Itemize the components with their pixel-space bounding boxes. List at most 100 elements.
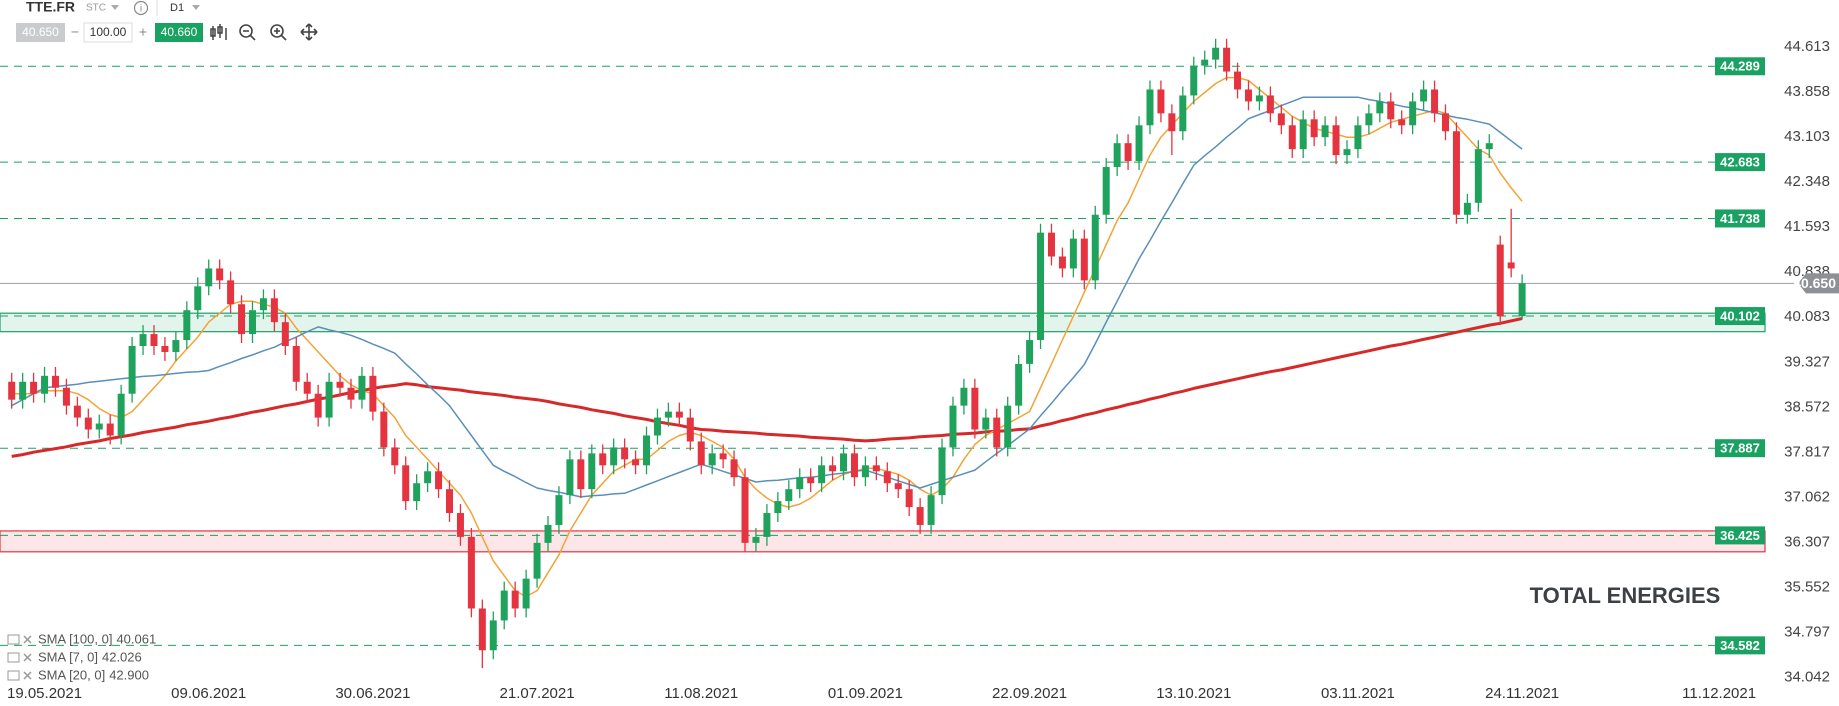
candle-body [227, 280, 235, 305]
y-tick-label: 43.103 [1784, 128, 1830, 145]
candle-body [117, 393, 125, 436]
candle-body [1441, 113, 1449, 132]
candle-body [446, 489, 453, 514]
candle-body [1168, 113, 1176, 132]
candle-body [1376, 101, 1384, 114]
legend-close [23, 635, 32, 644]
labels-layer: 44.289 42.683 41.738 40.102 37.887 36.425 34.5… [7, 38, 1839, 702]
y-tick-label: 40.083 [1784, 308, 1830, 325]
candle-body [829, 465, 837, 472]
zones-layer [0, 312, 1766, 553]
dropdown-icon[interactable] [192, 5, 200, 10]
candle-body [752, 536, 760, 543]
level-label-box [1715, 209, 1765, 228]
move-icon[interactable] [300, 23, 318, 41]
candle-body [643, 435, 651, 466]
candle-body [19, 381, 27, 400]
buy-box[interactable] [155, 23, 203, 42]
candle-body [544, 524, 552, 543]
minus-button[interactable]: − [71, 24, 79, 40]
sma-line [11, 317, 1523, 458]
candle-body [664, 411, 672, 418]
legend-handle [7, 652, 20, 663]
candle-body [238, 304, 246, 335]
x-tick-label: 19.05.2021 [7, 685, 82, 702]
candle-body [675, 411, 683, 418]
candle-body [1321, 125, 1329, 138]
candle-body [1485, 143, 1493, 150]
current-price-box [1798, 273, 1839, 294]
x-tick-label: 11.08.2021 [664, 685, 738, 702]
sell-box[interactable] [16, 23, 65, 42]
x-tick-label: 03.11.2021 [1321, 685, 1395, 702]
plus-button[interactable]: + [139, 24, 147, 40]
candle-body [905, 489, 913, 508]
candle-body [106, 423, 114, 436]
candle-body [861, 465, 869, 478]
legend-close [23, 671, 32, 680]
sell-price: 40.650 [22, 25, 59, 39]
timeframe[interactable]: D1 [170, 2, 184, 14]
level-label-box [1715, 526, 1765, 545]
zoom-in-icon[interactable] [270, 24, 287, 41]
candle-body [391, 447, 399, 466]
candle-body [533, 542, 541, 579]
legend-entry[interactable]: SMA [7, 0] 42.026 [7, 649, 142, 664]
candle-body [1234, 71, 1242, 90]
info-icon[interactable] [133, 0, 149, 16]
legend-entry[interactable]: SMA [20, 0] 42.900 [7, 667, 149, 682]
candle-body [314, 393, 322, 418]
candle-body [1004, 405, 1012, 448]
candle-body [8, 381, 16, 400]
candle-body [358, 375, 366, 400]
current-price-label: 40.650 [1793, 275, 1836, 291]
candle-body [1507, 262, 1515, 269]
buy-price: 40.660 [161, 25, 198, 39]
candle-body [741, 477, 749, 543]
candle-body [1179, 95, 1187, 132]
zoom-out-icon[interactable] [239, 24, 256, 41]
dropdown-icon[interactable] [111, 5, 119, 10]
candle-body [818, 465, 826, 484]
candle-body [960, 387, 968, 406]
x-tick-label: 24.11.2021 [1485, 685, 1559, 702]
candle-body [1343, 149, 1351, 156]
legend-value: 42.026 [102, 649, 142, 664]
candle-body [1409, 101, 1417, 126]
chart-type-icon[interactable] [210, 24, 227, 40]
legend-handle [7, 670, 20, 681]
candle-body [325, 381, 333, 418]
legend-value: 40.061 [116, 631, 156, 646]
level-label: 40.102 [1720, 308, 1760, 323]
legend-handle [7, 634, 20, 645]
level-label-box [1715, 57, 1765, 76]
candle-body [194, 286, 202, 311]
candle-body [1146, 89, 1154, 126]
y-tick-label: 36.307 [1784, 533, 1830, 550]
x-tick-label: 22.09.2021 [992, 685, 1067, 702]
candle-body [478, 608, 486, 651]
candle-body [95, 423, 103, 430]
candle-body [30, 381, 38, 394]
level-label: 41.738 [1720, 211, 1760, 226]
y-tick-label: 38.572 [1784, 398, 1830, 415]
candle-body [1266, 95, 1274, 114]
legend-entry[interactable]: SMA [100, 0] 40.061 [7, 631, 156, 646]
candle-body [1398, 119, 1406, 126]
candle-body [435, 471, 443, 490]
candle-body [971, 387, 979, 430]
symbol[interactable]: TTE.FR [26, 0, 75, 15]
candle-body [369, 375, 377, 412]
candle-body [1135, 125, 1143, 162]
watermark: TOTAL ENERGIES [1530, 583, 1721, 608]
candle-body [1299, 119, 1307, 150]
volume-box[interactable] [83, 22, 133, 43]
candle-body [774, 501, 782, 514]
candle-body [697, 441, 705, 466]
candle-body [270, 298, 278, 323]
candle-body [1332, 125, 1340, 156]
candle-body [599, 453, 607, 466]
level-label: 36.425 [1720, 528, 1760, 543]
candle-body [850, 453, 858, 478]
candle-body [500, 590, 508, 621]
